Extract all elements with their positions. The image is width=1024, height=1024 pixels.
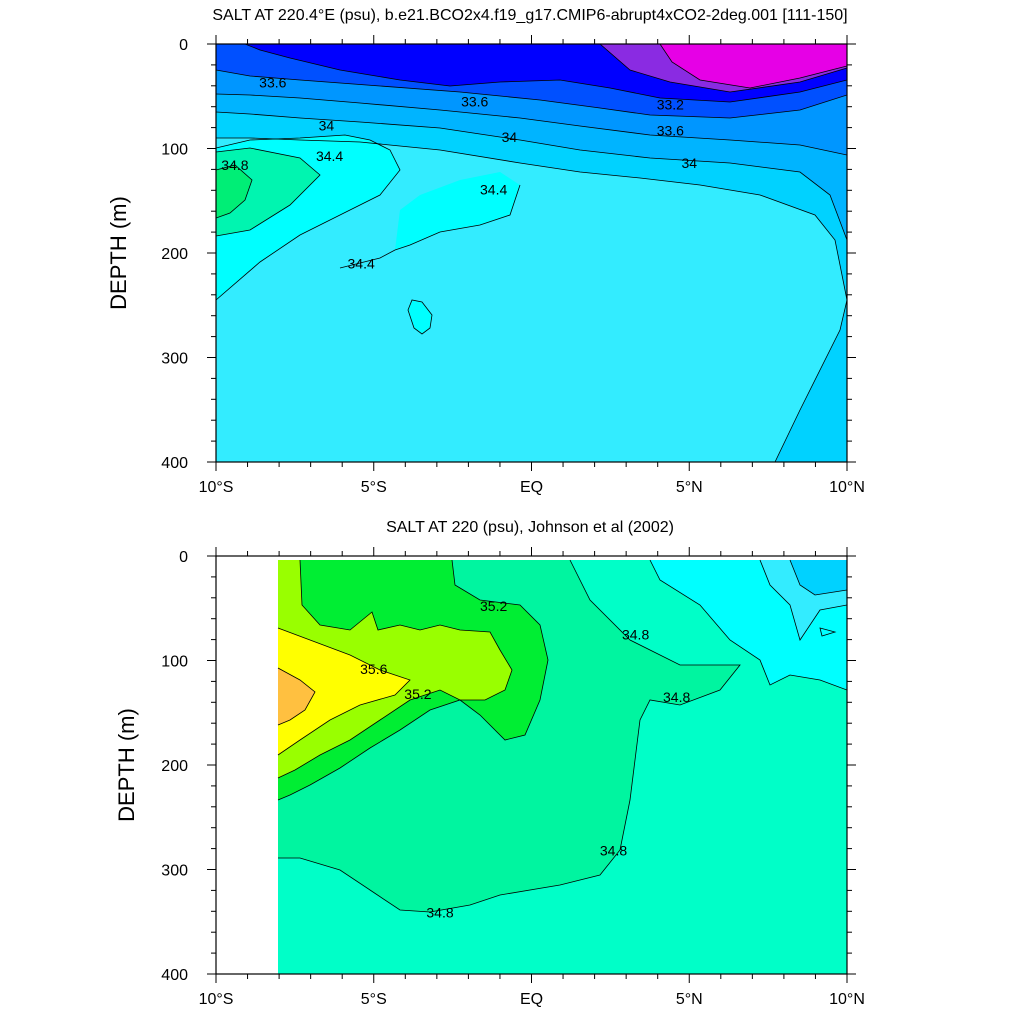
top-fill-lt33 [660, 44, 847, 88]
top-contour-label: 34 [681, 155, 697, 171]
top-contour-label: 34.4 [348, 255, 375, 271]
top-contour-line [339, 184, 521, 269]
top-panel: SALT AT 220.4°E (psu), b.e21.BCO2x4.f19_… [106, 7, 865, 496]
top-x-tick-label: EQ [520, 479, 543, 496]
bottom-x-tick-label: 5°S [361, 991, 387, 1008]
bottom-contour-line [277, 559, 513, 779]
top-contour-line [216, 137, 847, 301]
bottom-contour-labels: 35.2 35.6 35.2 34.8 34.8 34.8 34.8 [360, 598, 690, 920]
top-fill-patch [408, 300, 432, 334]
bottom-fill-gt35.8 [278, 668, 315, 725]
top-contour-line [216, 134, 401, 301]
top-contour-label: 33.6 [461, 93, 488, 109]
bottom-fill-35.6 [278, 628, 410, 755]
top-contour-label: 34.4 [480, 181, 507, 197]
bottom-contour-label: 35.2 [480, 598, 507, 614]
bottom-contour-fill [277, 559, 847, 974]
bottom-contour-line [789, 559, 847, 596]
top-x-tick-label: 10°S [199, 479, 234, 496]
bottom-contour-line [759, 559, 847, 641]
top-contour-label: 33.2 [657, 97, 684, 113]
bottom-y-tick-label: 100 [161, 654, 188, 671]
top-y-tick-label: 100 [161, 142, 188, 159]
top-contour-line [659, 44, 847, 89]
bottom-contour-label: 34.8 [600, 843, 627, 859]
top-contour-label: 34.8 [221, 157, 248, 173]
bottom-contour-line [277, 667, 316, 726]
top-contour-label: 33.6 [259, 75, 286, 91]
bottom-contour-line [649, 559, 847, 691]
top-contour-line [216, 111, 847, 241]
bottom-contour-label: 34.8 [622, 626, 649, 642]
bottom-x-tick-label: 10°N [829, 991, 865, 1008]
top-contour-labels: 33.6 33.6 33.2 33.6 34 34 34 34.4 34.8 34.4 34.4 [221, 75, 697, 272]
top-contour-line [774, 299, 847, 462]
bottom-contour-line [278, 559, 741, 913]
bottom-title: SALT AT 220 (psu), Johnson et al (2002) [386, 519, 674, 536]
bottom-panel: SALT AT 220 (psu), Johnson et al (2002) [114, 519, 865, 1008]
bottom-x-tick-label: 10°S [199, 991, 234, 1008]
top-y-tick-label: 0 [179, 37, 188, 54]
bottom-x-tick-label: EQ [520, 991, 543, 1008]
top-ylabel: DEPTH (m) [106, 196, 131, 310]
bottom-contour-line [277, 627, 411, 756]
bottom-axis-ticks: 10°S 5°S EQ 5°N 10°N 0 100 200 300 400 [161, 547, 865, 1008]
bottom-contour-label: 35.6 [360, 661, 387, 677]
top-fill-34.8 [216, 148, 320, 236]
bottom-y-tick-label: 200 [161, 758, 188, 775]
top-contour-label: 34 [502, 129, 518, 145]
top-x-tick-label: 10°N [829, 479, 865, 496]
top-contour-label: 34 [319, 118, 335, 134]
bottom-contour-label: 34.8 [663, 689, 690, 705]
top-fill-bulge [395, 172, 520, 250]
bottom-contour-label: 34.8 [426, 904, 453, 920]
top-x-tick-label: 5°S [361, 479, 387, 496]
top-contour-line [216, 93, 847, 156]
bottom-y-tick-label: 400 [161, 967, 188, 984]
top-title: SALT AT 220.4°E (psu), b.e21.BCO2x4.f19_… [212, 7, 847, 24]
top-contour-line [599, 44, 847, 93]
bottom-contour-line [277, 559, 549, 801]
top-contour-line [216, 69, 847, 119]
top-y-tick-label: 200 [161, 246, 188, 263]
top-y-tick-label: 400 [161, 455, 188, 472]
bottom-fill-35.4 [278, 560, 512, 778]
top-contour-line [244, 44, 847, 103]
top-contour-fill [216, 44, 847, 462]
top-contour-label: 34.4 [316, 148, 343, 164]
top-x-tick-label: 5°N [676, 479, 703, 496]
bottom-x-tick-label: 5°N [676, 991, 703, 1008]
top-y-tick-label: 300 [161, 351, 188, 368]
bottom-contour-label: 35.2 [404, 686, 431, 702]
top-fill-gt34.8 [216, 165, 252, 218]
bottom-y-tick-label: 300 [161, 863, 188, 880]
top-contour-line [407, 299, 433, 335]
top-contour-label: 33.6 [657, 123, 684, 139]
bottom-fill-north-34.2 [790, 560, 847, 595]
top-axis-ticks: 10°S 5°S EQ 5°N 10°N 0 100 200 300 400 [161, 35, 865, 496]
top-fill-north-wedge [775, 300, 847, 462]
top-contour-line [216, 147, 321, 237]
bottom-ylabel: DEPTH (m) [114, 708, 139, 822]
bottom-y-tick-label: 0 [179, 549, 188, 566]
bottom-contour-line [819, 627, 837, 637]
top-contour-line [216, 164, 253, 219]
